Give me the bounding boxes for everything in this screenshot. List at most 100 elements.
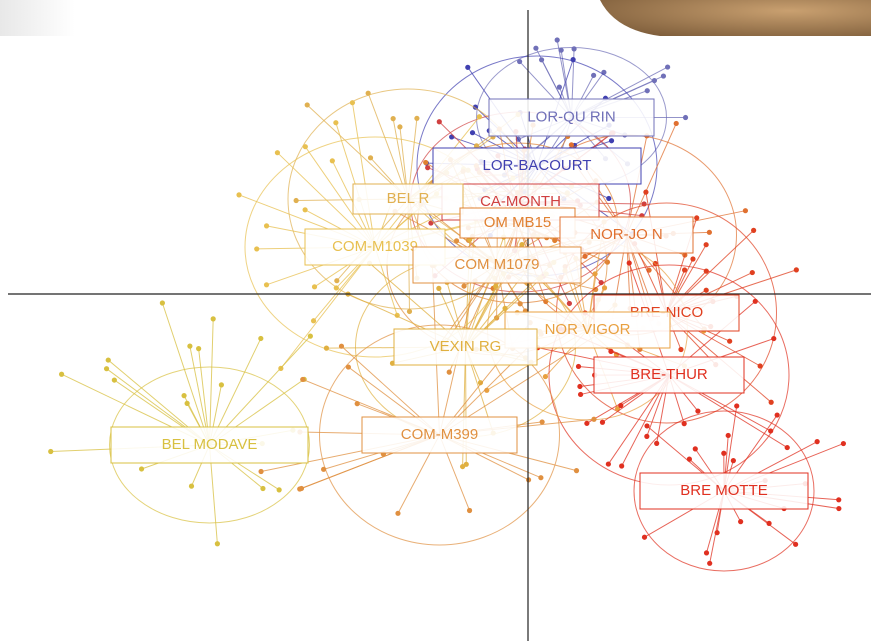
point [768, 399, 774, 405]
label-box [352, 183, 464, 215]
point [367, 155, 374, 161]
point [476, 114, 482, 120]
point [626, 260, 632, 266]
point [436, 119, 442, 125]
point [258, 468, 264, 475]
point [606, 195, 612, 202]
point [159, 300, 165, 306]
point [517, 301, 523, 307]
point [706, 229, 712, 235]
point [599, 419, 606, 425]
point [793, 267, 799, 273]
point [517, 58, 523, 65]
point [321, 466, 327, 472]
point [694, 215, 700, 221]
label-box [110, 426, 309, 464]
point [542, 373, 549, 380]
label-box [559, 216, 694, 254]
point [533, 45, 539, 51]
point [111, 377, 117, 383]
point [703, 550, 710, 556]
point [307, 333, 313, 339]
group-ellipse [319, 324, 560, 546]
label-box [639, 472, 809, 510]
point [469, 130, 476, 136]
point [584, 420, 590, 426]
point [686, 456, 692, 462]
point [644, 88, 650, 94]
point [554, 37, 560, 43]
group-labels: LOR-QU RIN LOR-BACOURT CA-MONTH BEL R OM MB1… [110, 98, 809, 510]
point [138, 466, 145, 472]
group-label: NOR-JO N [590, 226, 663, 243]
label-box [393, 328, 538, 366]
point [395, 510, 401, 516]
point [738, 519, 744, 525]
group-ellipse [109, 366, 310, 524]
point [654, 440, 660, 446]
point [48, 448, 54, 455]
point [459, 463, 466, 470]
point [734, 403, 740, 409]
group-label: BRE-THUR [630, 366, 708, 383]
point [105, 357, 111, 363]
point [103, 366, 110, 372]
point [608, 348, 614, 354]
point [644, 423, 650, 429]
point [556, 84, 562, 90]
point [274, 150, 281, 156]
point [673, 120, 679, 127]
point [619, 463, 625, 469]
ray [626, 123, 677, 236]
point [721, 450, 727, 456]
point [784, 444, 790, 451]
group-label: COM-M399 [401, 426, 479, 443]
point [333, 285, 339, 291]
point [461, 283, 467, 289]
group-label: VEXIN RG [430, 338, 502, 355]
point [390, 116, 396, 122]
ray [306, 104, 409, 200]
point [258, 335, 264, 342]
point [577, 391, 584, 398]
point [749, 269, 755, 276]
point [774, 412, 780, 418]
group-label: BEL R [387, 190, 430, 207]
point [539, 419, 545, 425]
point [311, 284, 318, 290]
point [453, 238, 460, 244]
point [304, 102, 310, 108]
point [473, 143, 480, 149]
point [184, 400, 190, 406]
point [651, 77, 657, 84]
point [302, 144, 308, 150]
point [641, 534, 648, 540]
point [298, 485, 305, 492]
point [477, 380, 484, 386]
point [840, 440, 847, 447]
point [58, 371, 65, 377]
point [730, 458, 736, 464]
point [423, 159, 429, 166]
point [276, 487, 282, 493]
point [690, 256, 696, 262]
point [334, 278, 340, 284]
point [263, 282, 270, 288]
point [681, 421, 687, 427]
point [752, 298, 758, 304]
point [591, 72, 597, 78]
point [577, 383, 583, 390]
point [836, 505, 842, 512]
point [538, 57, 545, 63]
group-label: LOR-QU RIN [527, 108, 615, 125]
point [695, 408, 701, 414]
point [643, 189, 649, 195]
point [558, 47, 564, 53]
point [181, 393, 187, 399]
point [397, 124, 403, 130]
point [644, 433, 650, 439]
group-label: BEL MODAVE [162, 436, 258, 453]
group-label: OM MB15 [484, 214, 552, 231]
point [260, 485, 266, 492]
